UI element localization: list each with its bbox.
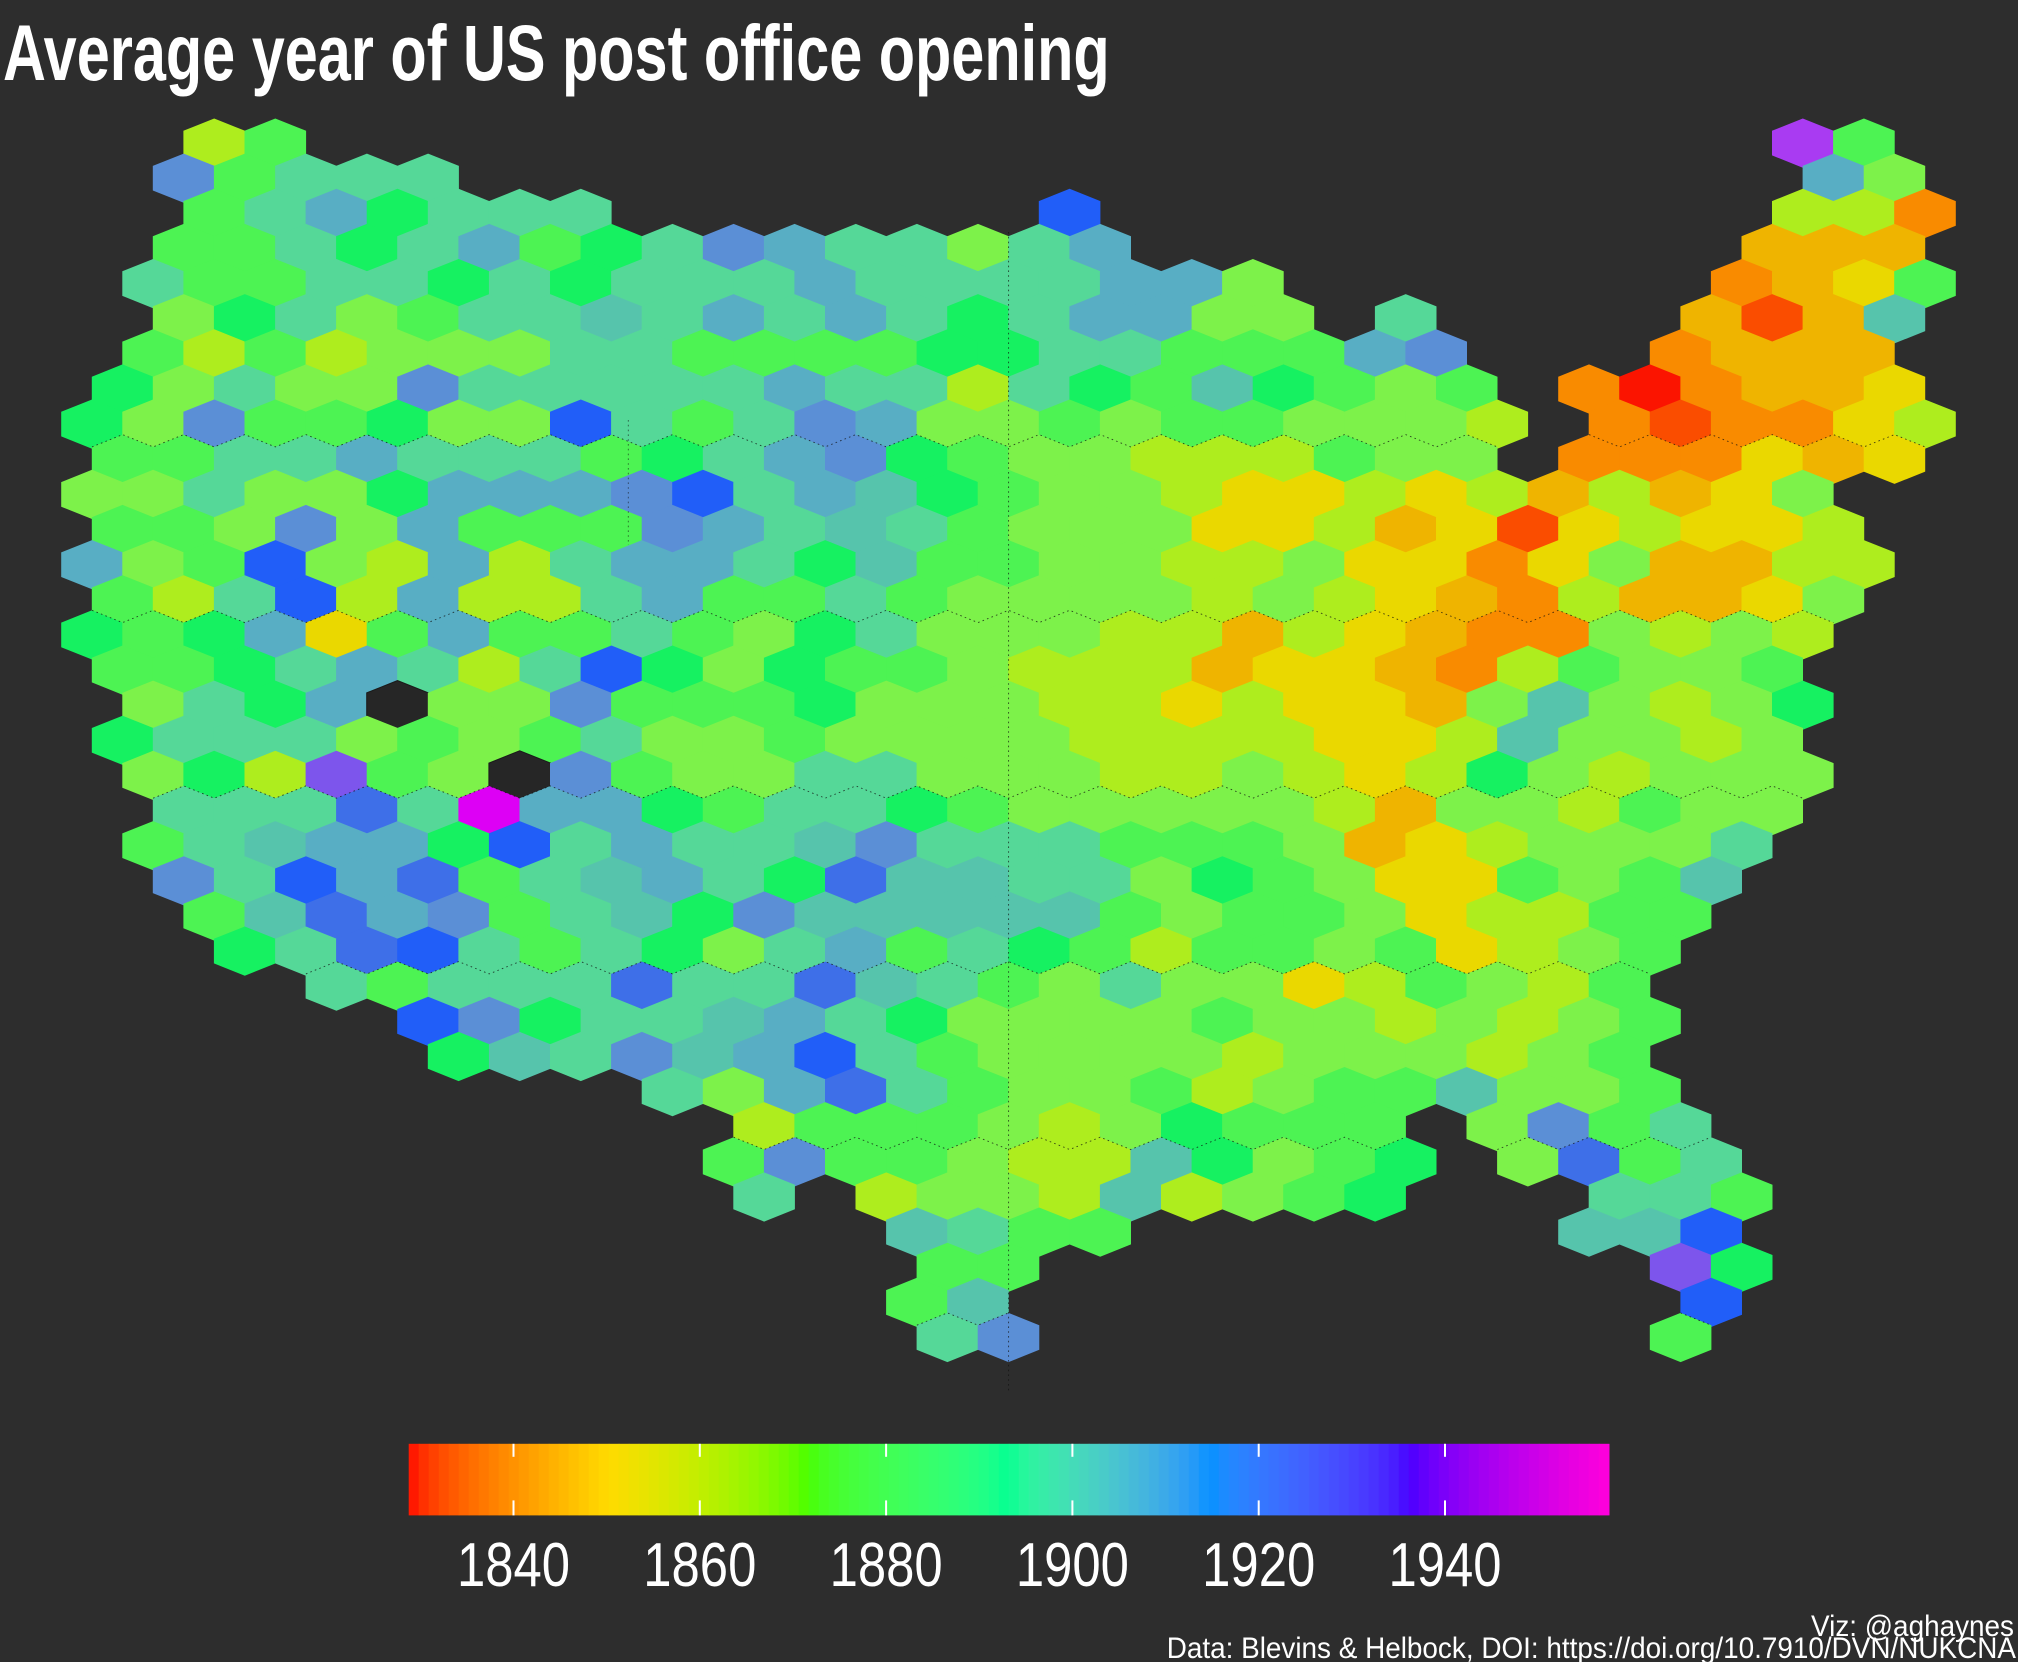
svg-text:1880: 1880 xyxy=(830,1531,943,1600)
svg-text:1860: 1860 xyxy=(643,1531,756,1600)
svg-text:1900: 1900 xyxy=(1016,1531,1129,1600)
svg-text:Data: Blevins & Helbock, DOI:: Data: Blevins & Helbock, DOI: https://do… xyxy=(1167,1632,2017,1662)
svg-text:1840: 1840 xyxy=(457,1531,570,1600)
svg-text:1940: 1940 xyxy=(1388,1531,1501,1600)
svg-text:Viz: @aghaynes: Viz: @aghaynes xyxy=(1811,1610,2014,1643)
svg-text:1920: 1920 xyxy=(1202,1531,1315,1600)
svg-text:Average year of US post office: Average year of US post office opening xyxy=(3,9,1110,97)
